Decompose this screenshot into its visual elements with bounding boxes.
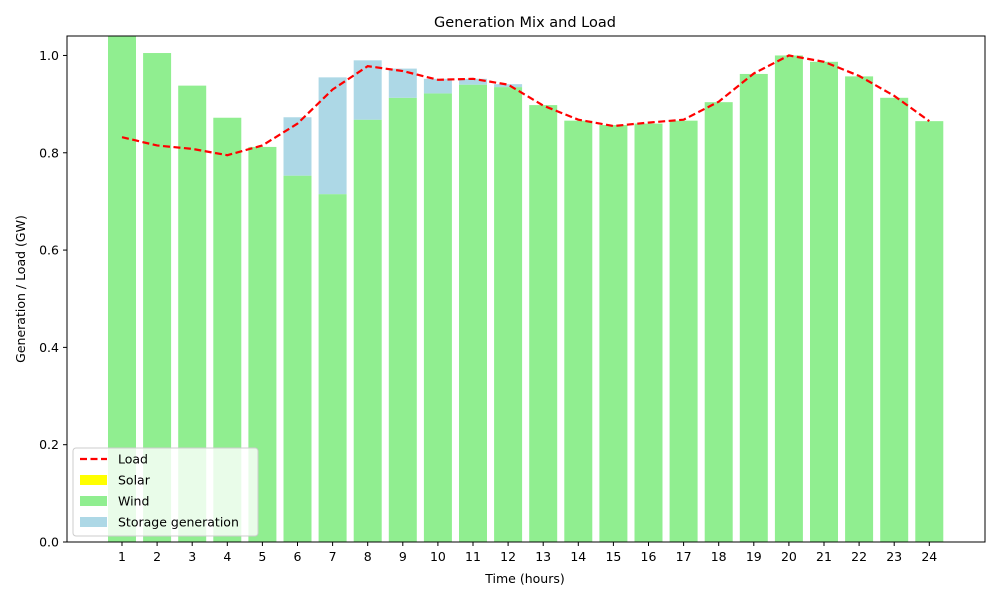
x-tick-label: 5 <box>258 549 266 564</box>
bar-storage-generation-6 <box>283 117 312 176</box>
legend-label-storage-generation: Storage generation <box>118 515 239 530</box>
bar-wind-16 <box>634 123 663 542</box>
legend-box <box>72 447 259 537</box>
legend-swatch-wind <box>80 496 107 506</box>
x-tick-label: 11 <box>465 549 481 564</box>
bar-storage-generation-10 <box>423 78 452 94</box>
y-tick-label: 0.8 <box>39 145 59 160</box>
series-line-load <box>121 54 930 157</box>
x-tick-label: 24 <box>921 549 937 564</box>
x-tick-label: 6 <box>294 549 302 564</box>
bar-wind-17 <box>669 120 698 542</box>
y-axis: 0.0 0.2 0.4 0.6 0.8 1.0 <box>39 48 67 550</box>
y-axis-label: Generation / Load (GW) <box>13 215 28 363</box>
chart-title: Generation Mix and Load <box>434 15 616 31</box>
bar-wind-6 <box>283 175 312 542</box>
legend-label-load: Load <box>118 452 148 467</box>
x-tick-label: 9 <box>399 549 407 564</box>
bar-wind-14 <box>564 120 593 542</box>
x-tick-label: 17 <box>676 549 692 564</box>
bar-storage-generation-12 <box>494 84 523 88</box>
bar-wind-11 <box>459 84 487 543</box>
x-tick-label: 12 <box>500 549 516 564</box>
bar-storage-generation-11 <box>459 78 487 85</box>
legend-swatch-solar <box>80 475 107 485</box>
bar-wind-15 <box>599 125 628 542</box>
bar-wind-8 <box>353 119 382 543</box>
load-line-layer <box>121 54 930 157</box>
y-tick-label: 0.4 <box>39 340 59 355</box>
legend-label-wind: Wind <box>118 494 149 509</box>
y-tick-label: 0.2 <box>39 437 59 452</box>
legend-swatch-storage-generation <box>80 517 107 527</box>
x-tick-label: 8 <box>364 549 372 564</box>
x-tick-label: 23 <box>886 549 902 564</box>
bar-storage-generation-8 <box>353 60 382 120</box>
x-tick-label: 22 <box>851 549 867 564</box>
legend: Load Solar Wind Storage generation <box>72 447 259 537</box>
bar-wind-10 <box>423 93 452 542</box>
bar-wind-7 <box>318 194 347 543</box>
y-tick-label: 1.0 <box>39 48 59 63</box>
legend-label-solar: Solar <box>118 473 151 488</box>
bar-wind-19 <box>739 73 768 542</box>
bar-wind-12 <box>494 87 523 542</box>
bar-wind-9 <box>388 97 417 542</box>
bar-wind-24 <box>915 121 944 542</box>
x-tick-label: 4 <box>223 549 231 564</box>
x-axis: 1 2 3 4 5 6 7 8 9 10 11 12 13 14 15 16 17 18 19 20 21 22 23 24 <box>118 542 937 564</box>
x-tick-label: 10 <box>430 549 446 564</box>
x-tick-label: 13 <box>535 549 551 564</box>
x-tick-label: 21 <box>816 549 832 564</box>
x-tick-label: 16 <box>641 549 657 564</box>
bar-wind-20 <box>774 55 803 543</box>
x-tick-label: 14 <box>570 549 586 564</box>
bar-storage-generation-7 <box>318 77 347 195</box>
bar-wind-13 <box>529 105 558 542</box>
x-tick-label: 3 <box>188 549 196 564</box>
x-tick-label: 19 <box>746 549 762 564</box>
bar-wind-22 <box>845 76 874 542</box>
plot-frame <box>66 35 986 543</box>
x-tick-label: 15 <box>605 549 621 564</box>
x-tick-label: 1 <box>118 549 126 564</box>
y-tick-label: 0.0 <box>39 535 59 550</box>
bar-wind-23 <box>880 97 909 542</box>
x-tick-label: 2 <box>153 549 161 564</box>
bar-wind-18 <box>704 102 733 543</box>
x-tick-label: 7 <box>329 549 337 564</box>
x-tick-label: 20 <box>781 549 797 564</box>
y-tick-label: 0.6 <box>39 243 59 258</box>
bars-layer <box>108 36 944 543</box>
x-tick-label: 18 <box>711 549 727 564</box>
x-axis-label: Time (hours) <box>484 571 564 586</box>
bar-wind-21 <box>810 61 838 542</box>
